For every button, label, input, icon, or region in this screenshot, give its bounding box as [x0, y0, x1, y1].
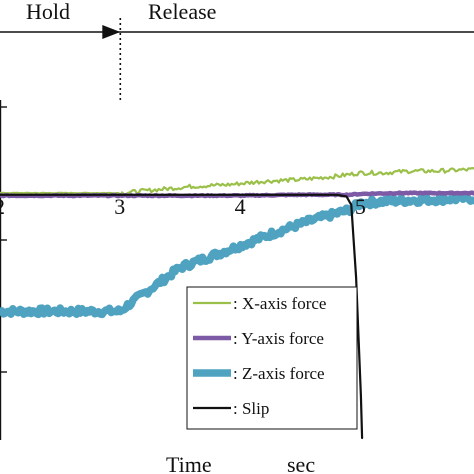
legend-label-3: : Slip — [233, 399, 269, 418]
series-line-3 — [0, 193, 364, 440]
x-tick-label-3: 3 — [114, 194, 125, 219]
phase-arrow-icon — [102, 25, 121, 39]
legend: : X-axis force : Y-axis force : Z-axis for… — [186, 286, 358, 430]
phase-bar: Hold Release — [0, 0, 474, 100]
series-group — [0, 167, 474, 440]
legend-label-0: : X-axis force — [233, 294, 326, 313]
series-line-2 — [0, 191, 474, 319]
series-line-0 — [0, 167, 474, 197]
phase-label-release: Release — [148, 0, 216, 24]
phase-label-hold: Hold — [26, 0, 70, 24]
y-axis — [0, 100, 7, 440]
x-tick-label-2: 2 — [0, 194, 5, 219]
legend-box — [186, 286, 358, 430]
legend-label-2: : Z-axis force — [233, 364, 325, 383]
x-tick-label-5: 5 — [355, 194, 366, 219]
x-axis-label: Time — [166, 452, 212, 474]
x-tick-labels: 2 3 4 5 — [0, 194, 366, 219]
x-axis-unit-label: sec — [287, 452, 315, 474]
legend-label-1: : Y-axis force — [233, 329, 324, 348]
x-tick-label-4: 4 — [235, 194, 246, 219]
